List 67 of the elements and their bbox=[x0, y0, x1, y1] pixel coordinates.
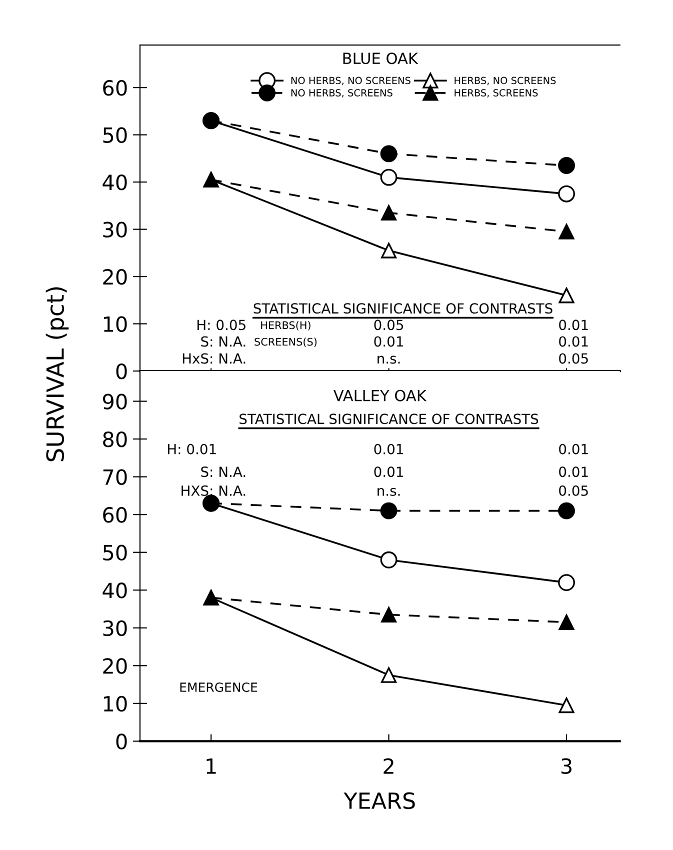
x-axis-title: YEARS bbox=[344, 792, 415, 810]
point bbox=[380, 551, 398, 568]
point bbox=[380, 168, 398, 186]
y-tick-label: 90 bbox=[102, 394, 127, 410]
y-tick-label: 60 bbox=[103, 80, 127, 96]
x-tick-label: 3 bbox=[561, 758, 572, 774]
y-tick-label: 40 bbox=[102, 582, 127, 598]
point bbox=[380, 145, 398, 162]
annotation: EMERGENCE bbox=[180, 682, 258, 692]
y-tick-label: 20 bbox=[103, 268, 127, 285]
y-tick-label: 10 bbox=[104, 696, 127, 712]
point bbox=[558, 288, 574, 304]
point bbox=[381, 204, 397, 221]
annotation: H: 0.01 bbox=[168, 444, 216, 454]
annotation: S: N.A. bbox=[201, 336, 246, 347]
y-tick-label: 20 bbox=[103, 658, 127, 674]
point bbox=[380, 502, 398, 520]
point bbox=[558, 224, 574, 240]
point bbox=[381, 242, 397, 258]
point bbox=[558, 698, 574, 714]
y-tick-label: 30 bbox=[103, 620, 127, 636]
annotation: STATISTICAL SIGNIFICANCE OF CONTRASTS bbox=[240, 414, 538, 424]
annotation: SCREENS(S) bbox=[254, 338, 317, 347]
y-tick-label: 60 bbox=[103, 507, 127, 523]
y-tick-label: 50 bbox=[103, 127, 127, 144]
annotation: 0.01 bbox=[374, 444, 403, 454]
x-tick-label: 2 bbox=[384, 758, 394, 774]
point bbox=[381, 667, 397, 683]
annotation: 0.01 bbox=[374, 336, 403, 347]
y-axis-title: SURVIVAL (pct) bbox=[46, 287, 69, 462]
point bbox=[558, 157, 575, 174]
legend-label: NO HERBS, SCREENS bbox=[291, 89, 392, 98]
point bbox=[558, 574, 575, 592]
y-tick-label: 80 bbox=[103, 431, 127, 448]
legend-label: NO HERBS, NO SCREENS bbox=[291, 76, 410, 86]
y-tick-label: 10 bbox=[104, 316, 127, 332]
point bbox=[558, 185, 575, 202]
point bbox=[558, 502, 575, 520]
annotation: 0.05 bbox=[374, 320, 404, 330]
legend-label: HERBS, NO SCREENS bbox=[454, 76, 556, 86]
annotation: 0.01 bbox=[559, 320, 588, 330]
legend-label: HERBS, SCREENS bbox=[454, 89, 538, 98]
point bbox=[558, 614, 574, 630]
annotation: 0.01 bbox=[559, 444, 588, 454]
y-tick-label: 50 bbox=[103, 544, 127, 561]
point bbox=[381, 606, 397, 622]
annotation: STATISTICAL SIGNIFICANCE OF CONTRASTS bbox=[254, 303, 552, 314]
chart-title: BLUE OAK bbox=[343, 52, 418, 64]
y-tick-label: 70 bbox=[103, 469, 127, 485]
y-tick-label: 0 bbox=[116, 734, 127, 750]
annotation: 0.01 bbox=[559, 336, 588, 347]
annotation: HXS: N.A. bbox=[182, 485, 246, 496]
annotation: H: 0.05 bbox=[198, 320, 246, 330]
x-tick-label: 1 bbox=[206, 758, 216, 774]
annotation: HxS: N.A. bbox=[182, 353, 246, 364]
annotation: n.s. bbox=[378, 356, 400, 364]
annotation: n.s. bbox=[378, 488, 400, 496]
y-tick-label: 40 bbox=[102, 174, 127, 190]
annotation: 0.05 bbox=[559, 485, 588, 496]
annotation: 0.05 bbox=[559, 353, 588, 364]
text: VALLEY OAK bbox=[334, 390, 427, 402]
y-tick-label: 30 bbox=[103, 222, 127, 238]
annotation: S: N.A. bbox=[201, 466, 246, 478]
annotation: HERBS(H) bbox=[261, 321, 310, 330]
annotation: 0.01 bbox=[374, 466, 403, 478]
annotation: 0.01 bbox=[559, 466, 588, 478]
y-tick-label: 0 bbox=[116, 363, 127, 380]
